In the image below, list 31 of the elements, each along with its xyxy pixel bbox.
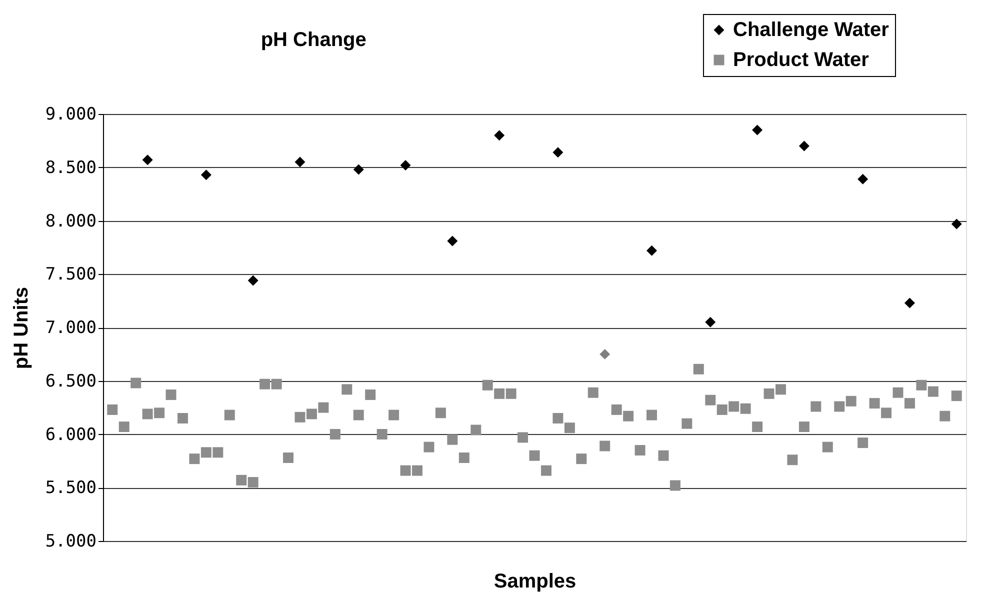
- point: [494, 130, 505, 141]
- y-tick-label: 5.000: [45, 532, 96, 552]
- point: [200, 170, 212, 180]
- point: [248, 275, 258, 286]
- y-tick-label: 7.000: [45, 318, 96, 338]
- point: [142, 154, 153, 166]
- point: [353, 164, 364, 175]
- legend-label: Challenge Water: [733, 19, 890, 41]
- y-tick-label: 8.000: [45, 211, 96, 232]
- point: [752, 124, 763, 136]
- y-tick-label: 6.000: [45, 424, 96, 445]
- point: [447, 236, 458, 246]
- y-tick-label: 8.500: [45, 158, 96, 178]
- point: [858, 174, 868, 184]
- y-tick-label: 5.500: [45, 478, 96, 498]
- point: [552, 147, 564, 158]
- y-tick-label: 9.000: [45, 104, 96, 124]
- y-tick-label: 6.500: [45, 371, 96, 392]
- point: [646, 245, 657, 256]
- point: [705, 316, 716, 328]
- point: [904, 298, 915, 308]
- point: [400, 160, 411, 170]
- legend-label: Product Water: [733, 49, 870, 71]
- point: [798, 140, 810, 152]
- point: [294, 156, 306, 168]
- point: [600, 348, 610, 360]
- x-axis-title: Samples: [494, 570, 576, 592]
- y-tick-label: 7.500: [45, 264, 96, 285]
- chart-title: pH Change: [260, 29, 366, 51]
- y-axis-title: pH Units: [10, 286, 32, 370]
- point: [951, 218, 962, 230]
